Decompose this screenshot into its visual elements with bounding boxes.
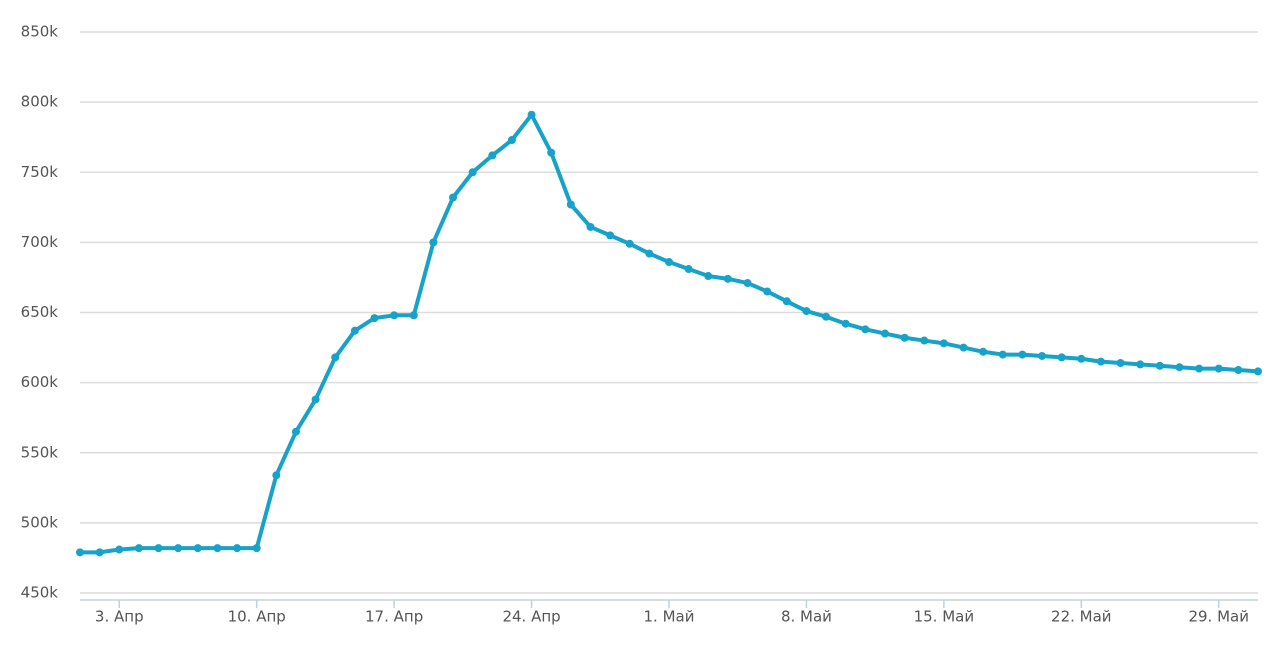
point — [390, 311, 399, 320]
point — [782, 297, 791, 306]
y-tick-label: 850k — [21, 23, 59, 41]
point — [920, 336, 929, 345]
y-tick-label: 550k — [21, 443, 59, 461]
x-tick-label: 29. Май — [1188, 608, 1249, 626]
point — [1116, 358, 1125, 367]
point — [252, 544, 261, 553]
point — [1254, 367, 1262, 376]
point — [468, 168, 477, 177]
point — [880, 329, 889, 338]
point — [1096, 357, 1105, 366]
point — [625, 239, 634, 248]
point — [350, 326, 359, 335]
point — [370, 314, 379, 323]
point — [998, 350, 1007, 359]
point — [1195, 364, 1204, 373]
point — [822, 312, 831, 321]
point — [861, 325, 870, 334]
point — [684, 265, 693, 274]
y-tick-label: 650k — [21, 303, 59, 321]
y-tick-label: 700k — [21, 233, 59, 251]
point — [704, 272, 713, 281]
point — [331, 353, 340, 362]
point — [115, 545, 124, 554]
x-tick-label: 24. Апр — [502, 608, 560, 626]
point — [311, 395, 320, 404]
point — [1175, 363, 1184, 372]
point — [723, 274, 732, 283]
x-tick-label: 22. Май — [1051, 608, 1112, 626]
x-tick-label: 8. Май — [781, 608, 832, 626]
point — [586, 222, 595, 231]
point — [547, 148, 556, 157]
point — [193, 544, 202, 553]
point — [645, 249, 654, 258]
y-tick-label: 600k — [21, 373, 59, 391]
point — [939, 339, 948, 348]
point — [1077, 354, 1086, 363]
point — [1155, 361, 1164, 370]
point — [409, 311, 418, 320]
point — [606, 231, 615, 240]
y-tick-label: 750k — [21, 163, 59, 181]
point — [272, 471, 281, 480]
point — [527, 110, 536, 119]
point — [134, 544, 143, 553]
point — [1234, 366, 1243, 375]
point — [841, 319, 850, 328]
point — [1136, 360, 1145, 369]
y-tick-label: 450k — [21, 584, 59, 602]
point — [95, 548, 104, 557]
point — [488, 151, 497, 160]
point — [959, 343, 968, 352]
point — [291, 427, 300, 436]
point — [763, 287, 772, 296]
point — [1038, 351, 1047, 360]
point — [665, 258, 673, 267]
point — [213, 544, 222, 553]
line — [80, 112, 1259, 555]
point — [1018, 350, 1027, 359]
point — [174, 544, 183, 553]
point — [802, 307, 811, 316]
x-tick-label: 10. Апр — [228, 608, 286, 626]
x-tick-label: 3. Апр — [95, 608, 144, 626]
point — [233, 544, 242, 553]
point — [1214, 364, 1223, 373]
point — [743, 279, 752, 288]
y-tick-label: 800k — [21, 93, 59, 111]
x-tick-label: 17. Апр — [365, 608, 423, 626]
y-tick-label: 500k — [21, 513, 59, 531]
point — [900, 333, 909, 342]
point — [566, 200, 575, 209]
x-tick-label: 15. Май — [914, 608, 975, 626]
point — [76, 548, 84, 557]
point — [1057, 353, 1066, 362]
point — [449, 193, 458, 202]
x-tick-label: 1. Май — [644, 608, 695, 626]
point — [154, 544, 163, 553]
point — [979, 347, 988, 356]
point — [429, 238, 438, 247]
point — [507, 135, 516, 144]
